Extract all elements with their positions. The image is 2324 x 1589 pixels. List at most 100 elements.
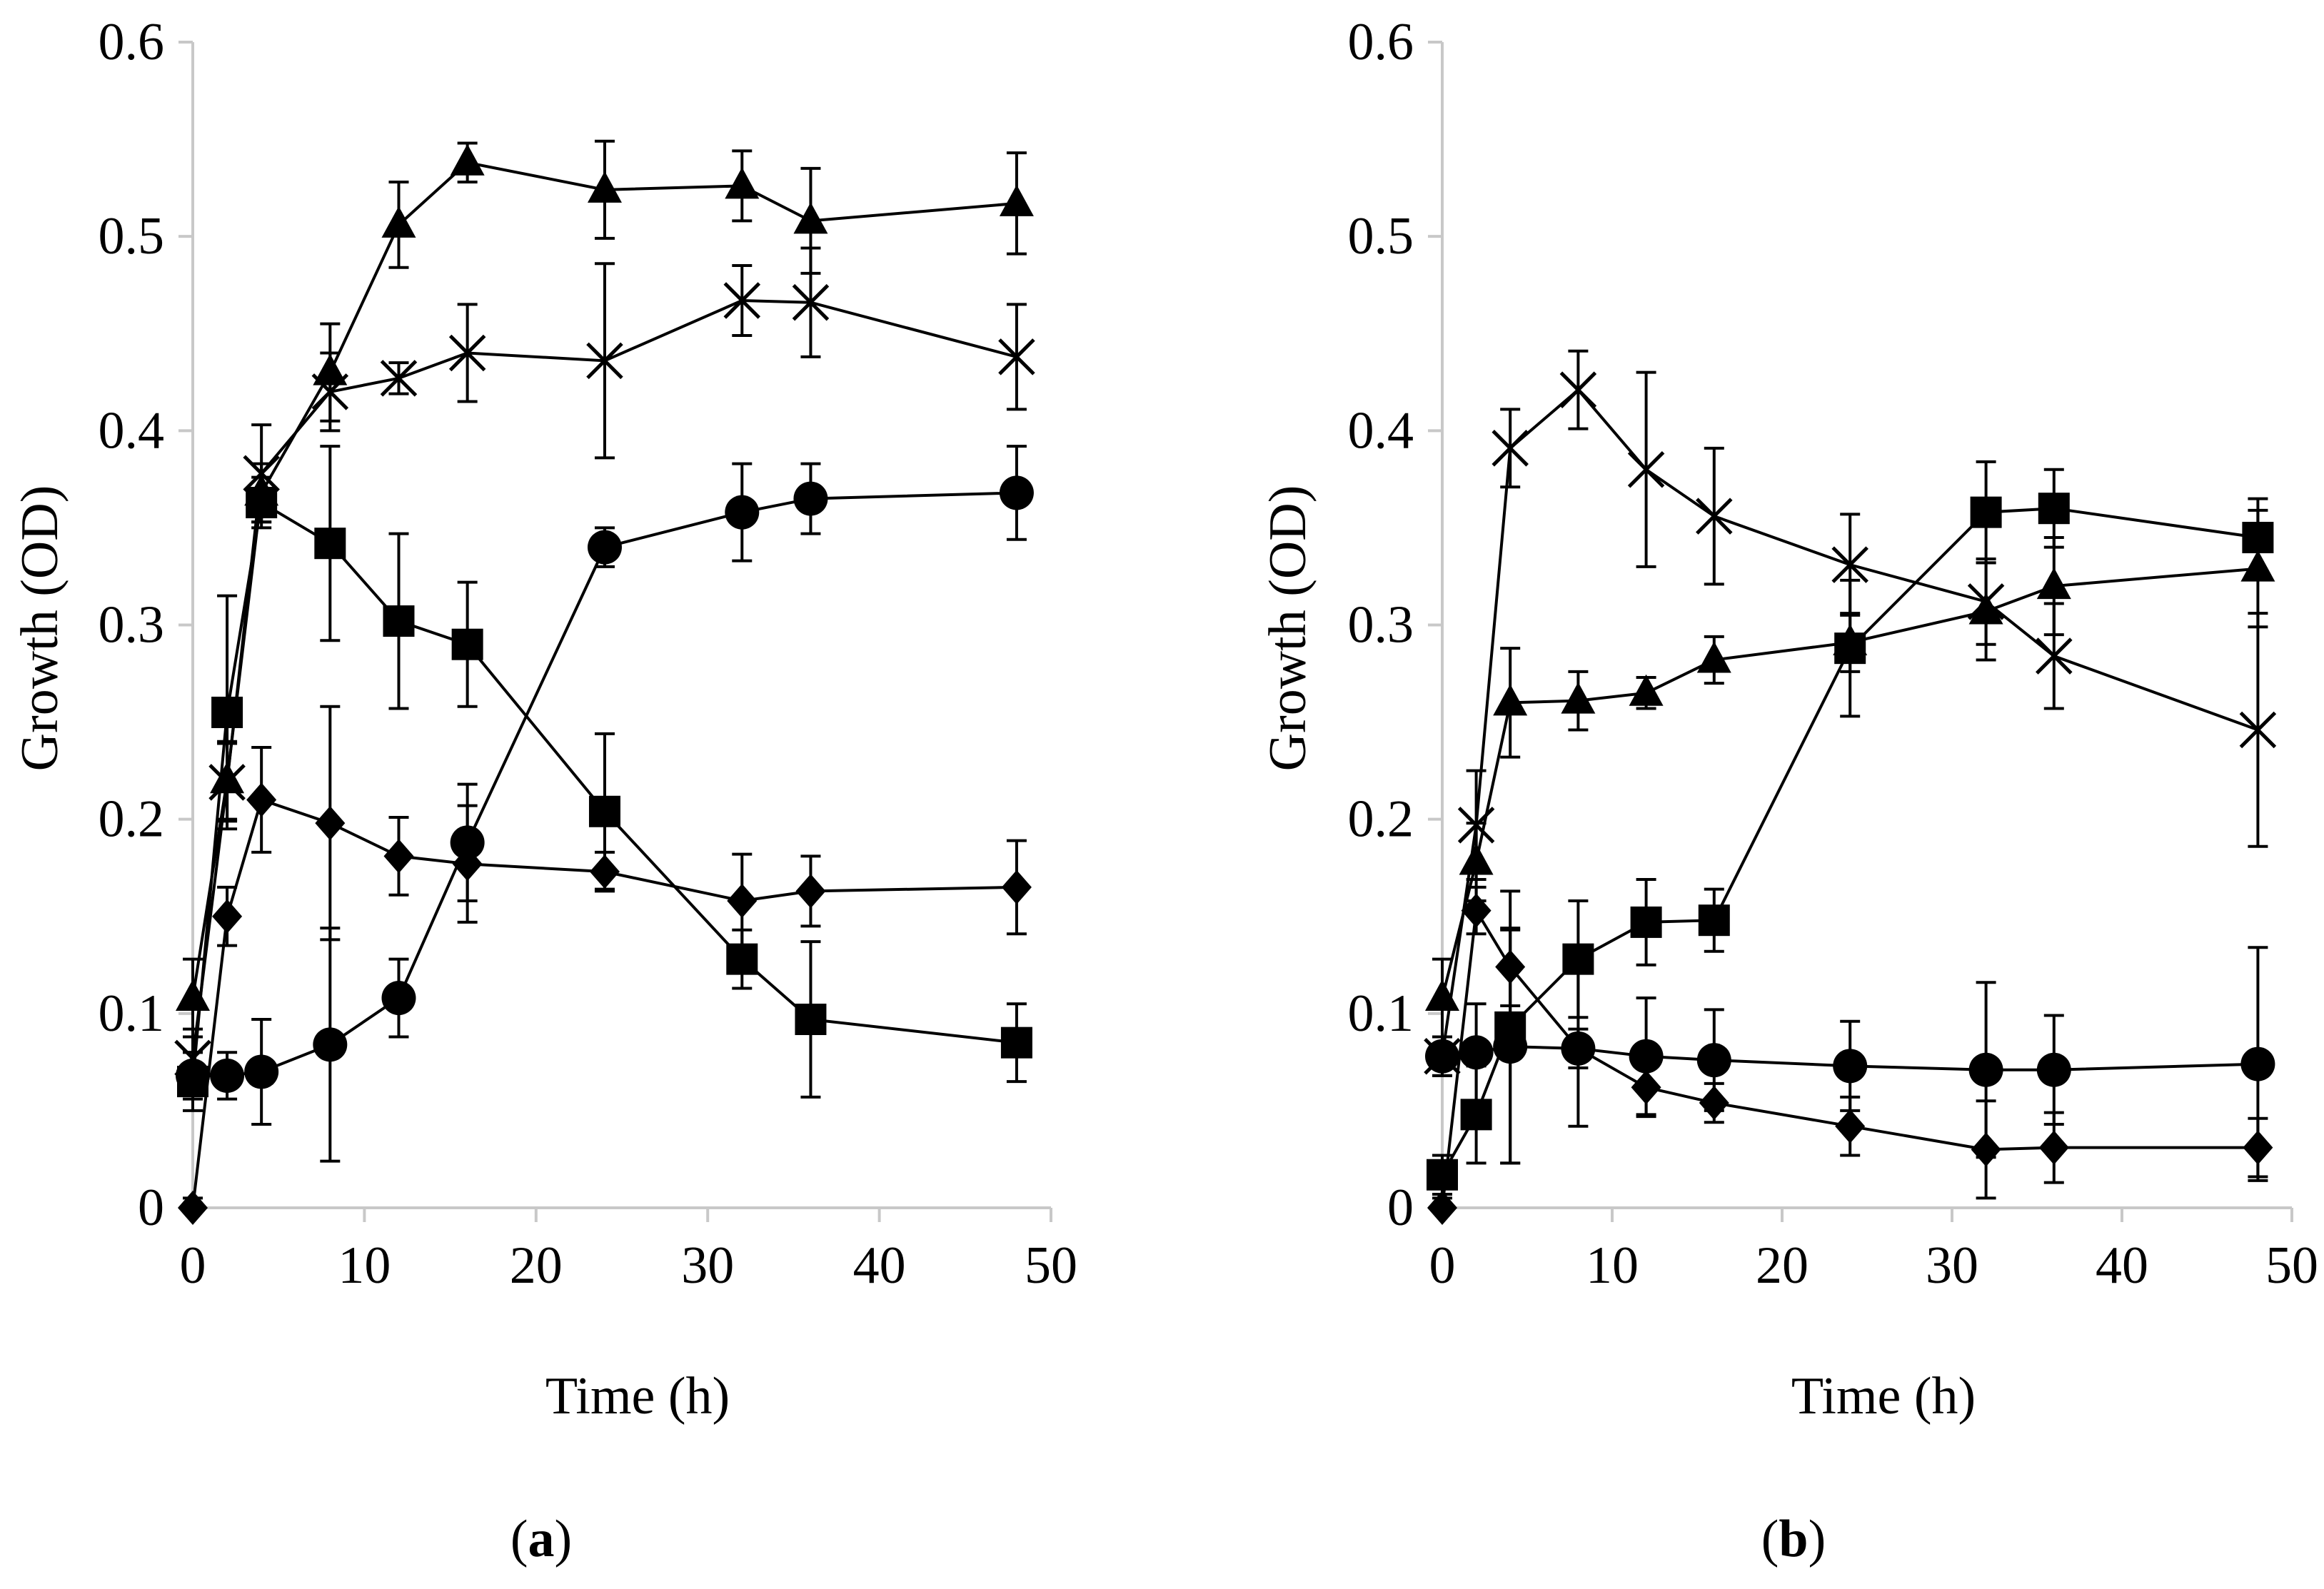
- panel-a-series-cross-point-stroke-2: [208, 764, 246, 801]
- panel-a-series-diamond-point: [1001, 869, 1032, 904]
- panel-b-x-tick-label: 30: [1926, 1236, 1978, 1295]
- panel-b-series-triangle-point: [1833, 623, 1868, 655]
- panel-b-series-cross-point: [2239, 711, 2277, 749]
- panel-a-y-tick-label: 0: [138, 1179, 164, 1237]
- panel-a-series-triangle-point: [176, 979, 210, 1012]
- panel-b-series-cross-point-stroke-2: [2239, 711, 2277, 749]
- panel-a: 0 0.1 0.2 0.3 0.4 0.5 0.6 0 10 20 30 40 50 Growth (O…: [11, 13, 1077, 1568]
- panel-a-series-cross-point-stroke-2: [792, 283, 830, 321]
- panel-b-series-cross-point: [1559, 371, 1597, 408]
- panel-a-y-axis-title: Growth (OD): [11, 485, 69, 772]
- panel-b-plot-area: 0 0.1 0.2 0.3 0.4 0.5 0.6 0 10 20 30 40 50: [1348, 13, 2319, 1295]
- panel-a-series-square-point: [1000, 1026, 1032, 1059]
- panel-b-label: (b): [1761, 1510, 1826, 1568]
- panel-a-series-circle: [176, 445, 1034, 1163]
- panel-b-series-cross-point-stroke-2: [1492, 430, 1529, 467]
- panel-a-y-tick-label: 0.2: [99, 790, 165, 849]
- panel-a-series-diamond-point: [795, 874, 826, 909]
- panel-b-series-square-point: [1427, 1159, 1458, 1191]
- panel-b-y-axis-title: Growth (OD): [1259, 485, 1317, 772]
- panel-b-series-cross-point: [1492, 430, 1529, 467]
- panel-b-x-tick-label: 0: [1429, 1236, 1456, 1295]
- panel-a-series-diamond: [178, 705, 1032, 1225]
- panel-a-series-circle-line: [193, 491, 1017, 1077]
- panel-a-series-cross-point: [311, 373, 349, 410]
- panel-a-x-tick-label: 10: [338, 1236, 391, 1295]
- panel-a-series-triangle-point: [381, 206, 416, 238]
- panel-a-y-tick-label: 0.3: [99, 596, 165, 655]
- panel-a-series-triangle-point: [999, 184, 1034, 216]
- panel-b-series-cross-point: [1627, 450, 1665, 488]
- panel-a-series-square-point: [314, 528, 346, 560]
- panel-a-series-circle-point: [210, 1058, 245, 1093]
- panel-a-series-cross-point: [723, 282, 761, 319]
- panel-a-series-cross-point-stroke-2: [723, 282, 761, 319]
- panel-b-series-cross-point-stroke-2: [1457, 807, 1495, 844]
- panel-a-x-tick-label: 30: [681, 1236, 734, 1295]
- panel-b-series-cross-point-stroke-2: [1559, 371, 1597, 408]
- panel-b-series-triangle-point: [1629, 674, 1664, 706]
- panel-a-series-circle-point: [381, 981, 416, 1016]
- panel-a-series-triangle: [176, 139, 1034, 1039]
- panel-b-series-circle-point: [1561, 1031, 1596, 1066]
- panel-a-series-circle-point: [176, 1058, 210, 1093]
- panel-b-label-letter: b: [1779, 1510, 1808, 1568]
- panel-b-series-cross-point-stroke-2: [1967, 583, 2005, 620]
- panel-b-series-square-point: [2038, 493, 2070, 525]
- panel-b-series-cross-point: [1457, 807, 1495, 844]
- panel-a-x-tick-label: 50: [1025, 1236, 1077, 1295]
- panel-a-series-diamond-point: [246, 782, 277, 817]
- panel-a-series-square: [177, 445, 1032, 1112]
- panel-b-series-triangle-point: [1493, 684, 1528, 716]
- panel-b-series-diamond-point: [1427, 1191, 1457, 1225]
- panel-a-y-tick-label: 0.4: [99, 401, 165, 460]
- panel-b-series-circle-point: [1833, 1049, 1868, 1084]
- panel-a-x-tick-label: 20: [510, 1236, 563, 1295]
- panel-b-series-triangle-point: [1561, 682, 1596, 714]
- panel-b-series-cross: [1424, 349, 2277, 1077]
- panel-b-x-axis-title: Time (h): [1791, 1367, 1976, 1426]
- panel-a-series-diamond-point: [383, 839, 414, 874]
- panel-a-x-tick-label: 0: [180, 1236, 206, 1295]
- panel-a-series-cross-point: [998, 338, 1035, 375]
- panel-b-y-tick-label: 0.4: [1348, 401, 1414, 460]
- panel-b-series-circle-point: [1696, 1043, 1731, 1078]
- panel-a-series-circle-point: [999, 475, 1034, 510]
- panel-a-series-cross-point: [208, 764, 246, 801]
- panel-b: 0 0.1 0.2 0.3 0.4 0.5 0.6 0 10 20 30 40 50 Growth (O…: [1259, 13, 2318, 1568]
- panel-a-series-cross-point-stroke-2: [243, 455, 280, 492]
- panel-b-y-tick-label: 0.2: [1348, 790, 1414, 849]
- panel-b-x-tick-label: 50: [2265, 1236, 2318, 1295]
- panel-a-x-tick-label: 40: [853, 1236, 906, 1295]
- panel-b-x-tick-label: 40: [2096, 1236, 2148, 1295]
- panel-a-series-circle-point: [450, 825, 485, 860]
- panel-b-series-triangle-point: [2240, 550, 2275, 582]
- panel-a-series-circle-point: [793, 481, 828, 516]
- panel-a-series-square-line: [191, 500, 1017, 1082]
- panel-b-series-cross-point-stroke-2: [2036, 637, 2073, 675]
- panel-a-series-diamond-line: [191, 797, 1017, 1209]
- panel-a-series-circle-point: [725, 495, 760, 530]
- panel-a-plot-area: 0 0.1 0.2 0.3 0.4 0.5 0.6 0 10 20 30 40 50: [99, 13, 1078, 1295]
- panel-a-series-circle-point: [313, 1027, 348, 1062]
- panel-a-y-tick-label: 0.5: [99, 207, 165, 266]
- panel-a-series-diamond-point: [727, 883, 758, 918]
- panel-a-series-cross-point: [380, 360, 418, 397]
- panel-b-series-square-point: [1698, 904, 1730, 937]
- panel-a-series-circle-point: [244, 1054, 279, 1089]
- panel-b-series-square-line: [1441, 507, 2258, 1176]
- panel-a-label: (a): [510, 1510, 572, 1568]
- panel-b-series-triangle-line: [1441, 567, 2258, 999]
- panel-a-series-cross-point-stroke-2: [586, 342, 623, 380]
- panel-b-series-triangle-point: [1696, 641, 1731, 673]
- panel-b-series-cross-line: [1441, 388, 2259, 1057]
- panel-a-series-square-point: [211, 696, 243, 728]
- panel-a-series-cross-point-stroke-2: [448, 334, 486, 372]
- panel-b-series-diamond-point: [1835, 1109, 1866, 1144]
- panel-a-label-letter: a: [528, 1510, 555, 1568]
- panel-b-series-triangle-point: [2036, 568, 2071, 600]
- panel-a-series-cross-point: [586, 342, 623, 380]
- panel-b-series-square-point: [1630, 906, 1662, 938]
- panel-a-y-tick-label: 0.6: [99, 13, 165, 71]
- panel-b-y-tick-label: 0.3: [1348, 596, 1414, 655]
